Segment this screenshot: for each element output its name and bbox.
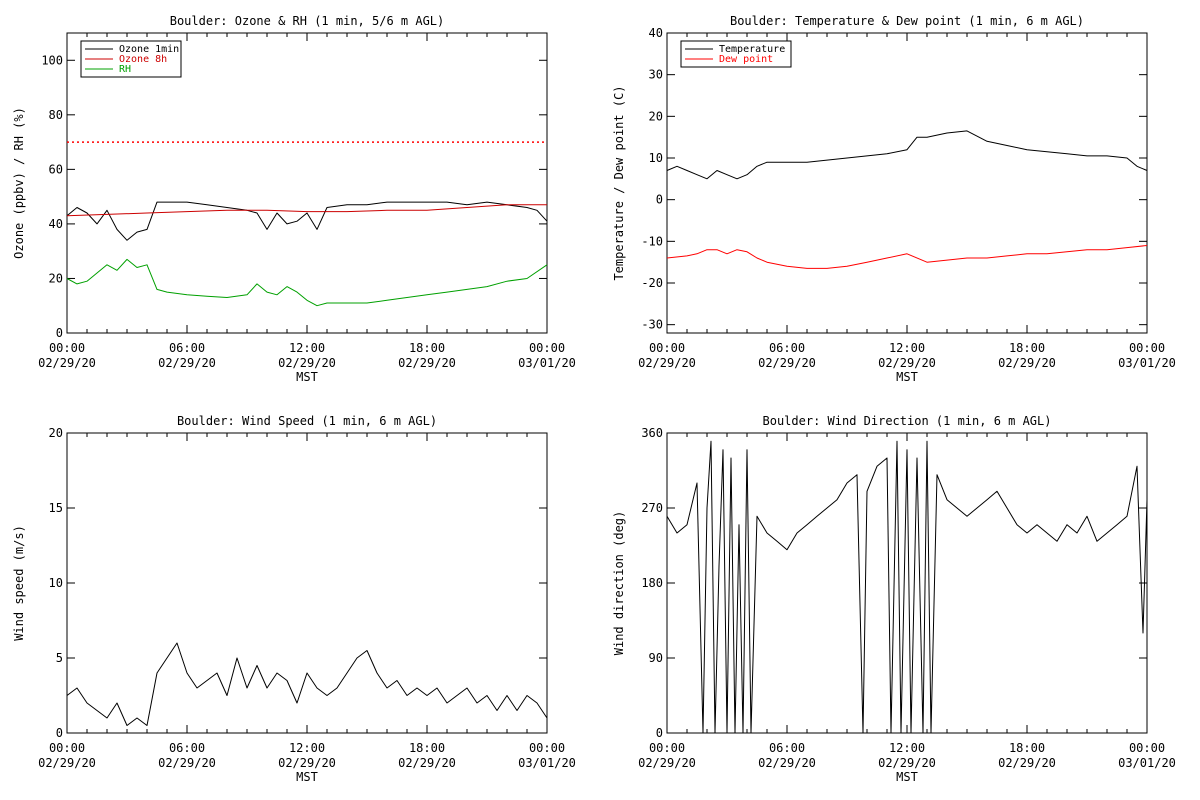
y-tick-label: -10 [641,234,663,248]
y-tick-label: 0 [656,193,663,207]
y-tick-label: 60 [49,162,63,176]
x-tick-date: 02/29/20 [278,756,336,770]
x-tick-time: 06:00 [769,741,805,755]
y-axis-label: Temperature / Dew point (C) [612,85,626,280]
x-tick-time: 00:00 [1129,741,1165,755]
x-tick-time: 06:00 [169,741,205,755]
y-tick-label: 40 [649,26,663,40]
y-tick-label: 15 [49,501,63,515]
x-tick-date: 02/29/20 [998,356,1056,370]
chart-panel-4: Boulder: Wind Direction (1 min, 6 m AGL)… [612,414,1176,784]
y-tick-label: 0 [56,726,63,740]
x-tick-time: 18:00 [1009,741,1045,755]
x-tick-date: 02/29/20 [158,756,216,770]
chart-title: Boulder: Ozone & RH (1 min, 5/6 m AGL) [170,14,445,28]
series-line-1 [666,130,1148,180]
plot-frame [666,32,1148,334]
y-tick-label: 5 [56,651,63,665]
y-tick-label: 0 [656,726,663,740]
x-tick-date: 02/29/20 [398,356,456,370]
y-tick-label: 270 [641,501,663,515]
plot-frame [66,432,548,734]
y-axis-label: Ozone (ppbv) / RH (%) [12,107,26,259]
legend-box [680,40,792,68]
x-tick-time: 12:00 [289,741,325,755]
x-tick-date: 02/29/20 [878,756,936,770]
x-tick-time: 12:00 [889,341,925,355]
y-tick-label: 80 [49,108,63,122]
x-tick-date: 02/29/20 [998,756,1056,770]
y-axis-label: Wind speed (m/s) [12,525,26,641]
y-tick-label: 30 [649,68,663,82]
x-tick-time: 00:00 [529,341,565,355]
x-tick-date: 03/01/20 [1118,356,1176,370]
x-tick-date: 03/01/20 [518,756,576,770]
x-tick-time: 06:00 [169,341,205,355]
y-tick-label: 20 [649,109,663,123]
legend-entry: Ozone 8h [119,54,167,65]
y-tick-label: 40 [49,217,63,231]
x-tick-date: 03/01/20 [518,356,576,370]
legend-entry: Dew point [719,54,773,65]
x-tick-time: 18:00 [409,741,445,755]
y-tick-label: 10 [649,151,663,165]
chart-title: Boulder: Wind Direction (1 min, 6 m AGL) [763,414,1052,428]
y-tick-label: 90 [649,651,663,665]
x-axis-label: MST [896,370,918,384]
x-tick-date: 02/29/20 [638,756,696,770]
y-axis-label: Wind direction (deg) [612,511,626,656]
x-tick-time: 12:00 [889,741,925,755]
y-tick-label: 0 [56,326,63,340]
x-tick-time: 06:00 [769,341,805,355]
x-tick-time: 00:00 [1129,341,1165,355]
legend-entry: RH [119,64,131,75]
x-tick-date: 02/29/20 [278,356,336,370]
x-tick-date: 02/29/20 [638,356,696,370]
x-tick-time: 12:00 [289,341,325,355]
series-line-1 [666,440,1148,734]
x-tick-date: 02/29/20 [158,356,216,370]
x-tick-date: 02/29/20 [398,756,456,770]
chart-panel-3: Boulder: Wind Speed (1 min, 6 m AGL) 0 5 10… [12,414,576,784]
x-tick-date: 02/29/20 [38,756,96,770]
series-line-3 [66,258,548,307]
x-tick-date: 02/29/20 [758,756,816,770]
y-tick-label: 180 [641,576,663,590]
x-tick-time: 00:00 [649,741,685,755]
x-tick-date: 02/29/20 [38,356,96,370]
chart-panel-1: Boulder: Ozone & RH (1 min, 5/6 m AGL)02… [12,14,576,384]
x-tick-time: 18:00 [409,341,445,355]
chart-title: Boulder: Wind Speed (1 min, 6 m AGL) [177,414,437,428]
y-tick-label: -30 [641,318,663,332]
x-tick-time: 00:00 [529,741,565,755]
y-tick-label: 100 [41,53,63,67]
x-tick-time: 00:00 [649,341,685,355]
x-tick-time: 18:00 [1009,341,1045,355]
y-tick-label: 10 [49,576,63,590]
series-line-2 [666,245,1148,269]
y-tick-label: 360 [641,426,663,440]
chart-panel-2: Boulder: Temperature & Dew point (1 min,… [612,14,1176,384]
y-tick-label: 20 [49,271,63,285]
series-line-1 [66,642,548,726]
legend-entry: Temperature [719,44,785,55]
legend-entry: Ozone 1min [119,44,179,55]
x-tick-time: 00:00 [49,741,85,755]
x-tick-date: 03/01/20 [1118,756,1176,770]
y-tick-label: 20 [49,426,63,440]
x-axis-label: MST [896,770,918,784]
series-line-1 [66,201,548,241]
chart-title: Boulder: Temperature & Dew point (1 min,… [730,14,1084,28]
x-axis-label: MST [296,770,318,784]
x-tick-time: 00:00 [49,341,85,355]
series-line-2 [66,204,547,217]
x-tick-date: 02/29/20 [878,356,936,370]
y-tick-label: -20 [641,276,663,290]
x-axis-label: MST [296,370,318,384]
x-tick-date: 02/29/20 [758,356,816,370]
